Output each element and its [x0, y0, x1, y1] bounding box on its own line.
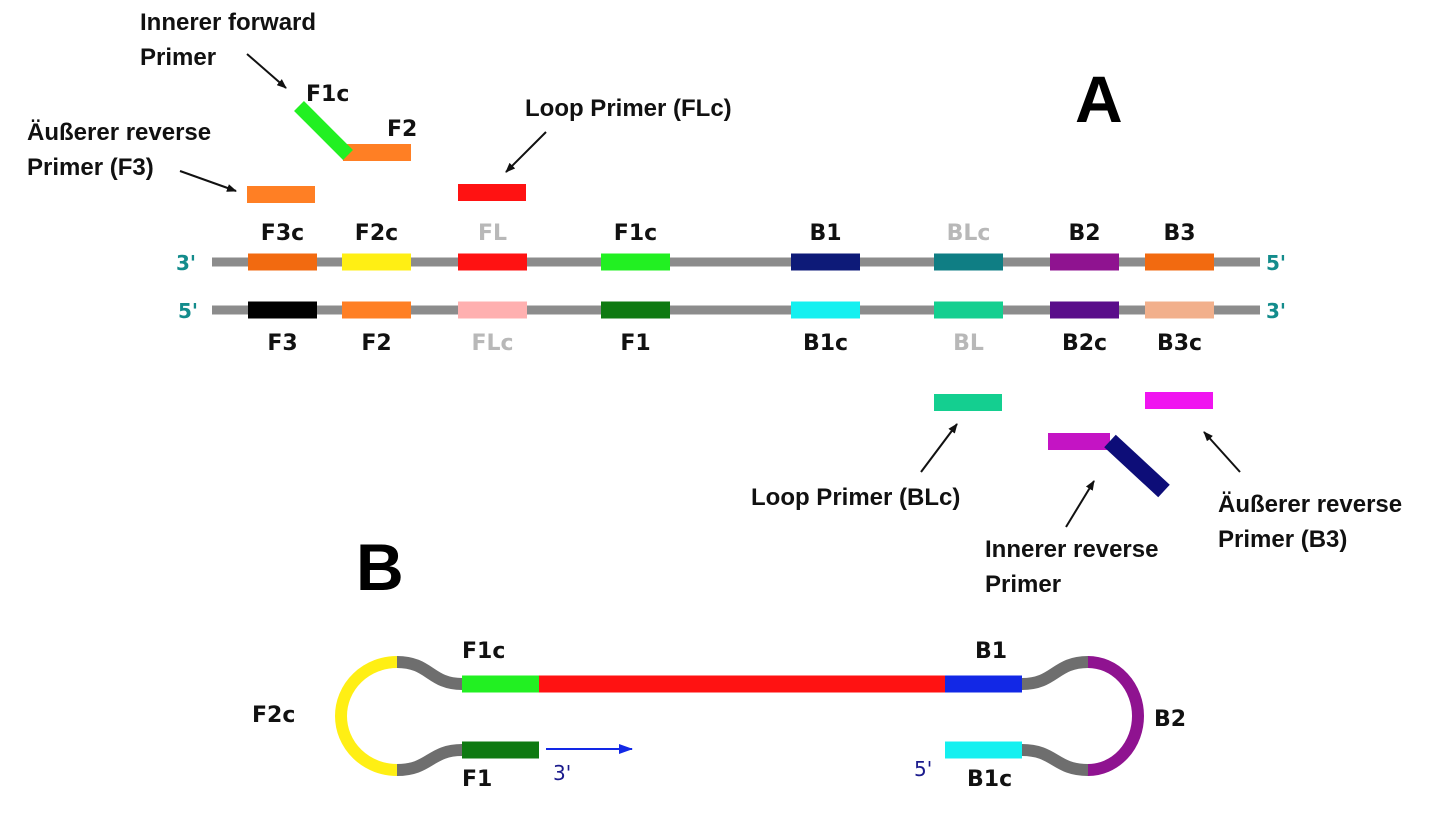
- f3-callout-line2: Primer (F3): [27, 154, 154, 181]
- loop-primer-flc-callout: Loop Primer (FLc): [525, 95, 732, 122]
- fip-f2-segment: [343, 144, 411, 161]
- dumbbell-f1c-label: F1c: [462, 639, 505, 664]
- bottom-strand-5-prime: 5': [178, 299, 198, 323]
- top-segment-fl-label: FL: [478, 221, 507, 246]
- bottom-segment-f1: [601, 301, 670, 319]
- loop-primer-blc: [934, 394, 1002, 411]
- bottom-strand-3-prime: 3': [1266, 299, 1286, 323]
- panel-label-b: B: [356, 530, 404, 604]
- bottom-segment-b1c: [791, 301, 860, 319]
- loop-primer-blc-arrow: [920, 423, 958, 473]
- top-segment-f3c-label: F3c: [261, 221, 304, 246]
- top-strand-3-prime: 3': [176, 251, 196, 275]
- bip-callout-line2: Primer: [985, 571, 1061, 598]
- strand-segments: F3c F2c FL F1c B1 BLc B2 B3 F3 F2 FLc F1 B1c BL B2c B3c: [248, 221, 1214, 356]
- loop-primer-blc-callout: Loop Primer (BLc): [751, 484, 960, 511]
- fip-arrow: [246, 53, 287, 89]
- bottom-segment-b2c-label: B2c: [1062, 331, 1107, 356]
- dumbbell-f1-label: F1: [462, 767, 492, 792]
- bip-arrow: [1065, 480, 1095, 528]
- top-segment-b1-label: B1: [809, 221, 841, 246]
- bottom-segment-f3: [248, 301, 317, 319]
- top-segment-b2-label: B2: [1068, 221, 1100, 246]
- dumbbell-b2-label: B2: [1154, 707, 1186, 732]
- dumbbell-right-upper-connector: [1021, 656, 1089, 690]
- bottom-segment-f1-label: F1: [620, 331, 650, 356]
- dumbbell-f2c-label: F2c: [252, 703, 295, 728]
- dumbbell-right-lower-connector: [1021, 744, 1089, 776]
- fip-f2-label: F2: [387, 117, 417, 142]
- backward-inner-primer: [1048, 433, 1170, 498]
- forward-inner-primer: F1c F2: [294, 82, 417, 161]
- bottom-segment-b3c-label: B3c: [1157, 331, 1202, 356]
- top-segment-b2: [1050, 253, 1119, 271]
- top-segment-f1c: [601, 253, 670, 271]
- panel-label-a: A: [1075, 62, 1123, 136]
- dumbbell-f2c-loop: [335, 656, 398, 776]
- bottom-segment-f2-label: F2: [361, 331, 391, 356]
- top-segment-b1: [791, 253, 860, 271]
- bottom-segment-flc: [458, 301, 527, 319]
- dumbbell-5-prime-label: 5': [914, 757, 932, 781]
- bottom-segment-b3c: [1145, 301, 1214, 319]
- top-segment-f2c-label: F2c: [355, 221, 398, 246]
- bottom-segment-b1c-label: B1c: [803, 331, 848, 356]
- bottom-segment-b2c: [1050, 301, 1119, 319]
- dumbbell-b2-loop: [1087, 656, 1144, 776]
- bottom-segment-flc-label: FLc: [471, 331, 513, 356]
- bip-callout-line1: Innerer reverse: [985, 536, 1158, 563]
- bottom-segment-bl: [934, 301, 1003, 319]
- fip-callout-line1: Innerer forward: [140, 9, 316, 36]
- dumbbell-3-prime-label: 3': [553, 761, 571, 785]
- top-segment-blc: [934, 253, 1003, 271]
- dumbbell-left-upper-connector: [396, 656, 463, 690]
- bottom-segment-bl-label: BL: [953, 331, 984, 356]
- fip-callout-line2: Primer: [140, 44, 216, 71]
- bottom-segment-f3-label: F3: [267, 331, 297, 356]
- f3-primer: [247, 186, 315, 203]
- dumbbell-structure: [335, 656, 1144, 776]
- b3-arrow: [1203, 431, 1241, 473]
- top-segment-blc-label: BLc: [947, 221, 991, 246]
- bottom-segment-f2: [342, 301, 411, 319]
- bip-b1c-segment: [1104, 434, 1170, 498]
- dumbbell-left-lower-connector: [396, 744, 463, 776]
- f3-callout-line1: Äußerer reverse: [27, 119, 211, 146]
- dumbbell-b1c-label: B1c: [967, 767, 1012, 792]
- bip-b2-segment: [1048, 433, 1110, 450]
- fip-f1c-label: F1c: [306, 82, 349, 107]
- top-strand-5-prime: 5': [1266, 251, 1286, 275]
- top-segment-b3: [1145, 253, 1214, 271]
- top-segment-f1c-label: F1c: [614, 221, 657, 246]
- f3-arrow: [179, 170, 237, 192]
- top-segment-f2c: [342, 253, 411, 271]
- top-segment-b3-label: B3: [1163, 221, 1195, 246]
- top-segment-f3c: [248, 253, 317, 271]
- b3-callout-line2: Primer (B3): [1218, 526, 1347, 553]
- loop-primer-flc-arrow: [505, 131, 547, 173]
- loop-primer-flc: [458, 184, 526, 201]
- dumbbell-b1-label: B1: [975, 639, 1007, 664]
- top-segment-fl: [458, 253, 527, 271]
- fip-f1c-segment: [294, 101, 353, 160]
- b3-callout-line1: Äußerer reverse: [1218, 491, 1402, 518]
- b3-primer: [1145, 392, 1213, 409]
